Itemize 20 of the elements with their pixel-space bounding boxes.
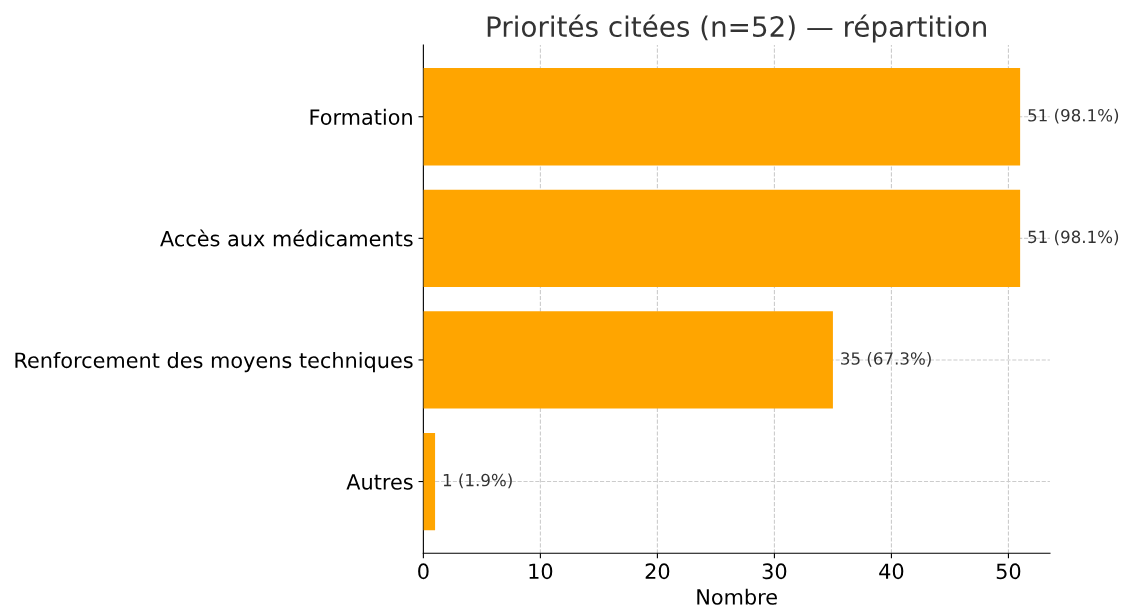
data-label: 51 (98.1%) xyxy=(1028,108,1119,124)
data-label: 1 (1.9%) xyxy=(443,473,512,489)
x-tick-label: 30 xyxy=(762,563,787,580)
bar xyxy=(423,311,833,409)
x-tick-label: 20 xyxy=(645,563,670,580)
y-tick-label: Formation xyxy=(310,108,412,125)
chart-title: Priorités citées (n=52) — répartition xyxy=(487,14,986,43)
y-tick-label: Autres xyxy=(346,474,413,490)
y-tick-label: Renforcement des moyens techniques xyxy=(15,352,413,373)
x-tick-label: 0 xyxy=(418,563,429,580)
y-tick-label: Accès aux médicaments xyxy=(160,229,413,247)
x-tick-label: 50 xyxy=(996,563,1021,580)
bar xyxy=(423,189,1021,287)
bar xyxy=(423,432,436,531)
x-axis-title: Nombre xyxy=(697,588,777,605)
data-label: 35 (67.3%) xyxy=(841,351,931,367)
x-tick-label: 40 xyxy=(879,563,904,580)
data-label: 51 (98.1%) xyxy=(1028,230,1119,246)
x-tick-label: 10 xyxy=(529,563,553,580)
bar xyxy=(423,68,1021,166)
